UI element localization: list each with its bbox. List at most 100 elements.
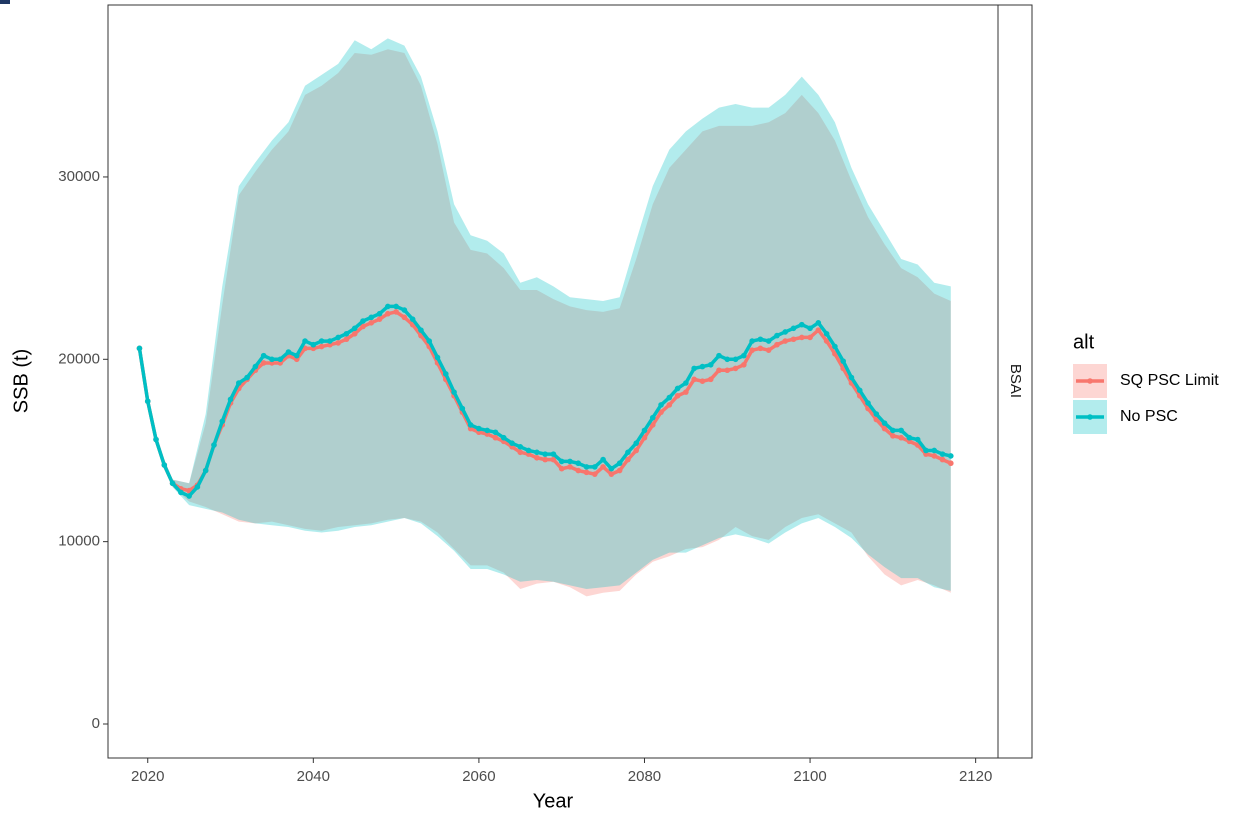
data-point [401,307,408,313]
data-point [641,427,648,434]
data-point [592,471,598,477]
data-point [939,456,946,463]
data-point [815,320,822,326]
data-point [351,330,358,337]
data-point [583,464,590,470]
data-point [236,380,242,386]
data-point [219,418,226,425]
data-point [749,338,755,344]
data-point [898,427,904,434]
data-point [327,338,333,344]
data-point [666,394,673,401]
data-point [757,336,764,343]
data-point [691,365,697,372]
data-point [426,338,433,344]
data-point [807,334,813,341]
y-axis-title: SSB (t) [10,349,32,413]
data-point [798,321,805,328]
data-point [724,367,731,374]
data-point [401,314,408,321]
data-point [790,336,797,343]
data-point [534,449,540,456]
x-tick-label: 2080 [628,768,661,785]
data-point [575,460,582,467]
data-point [608,465,615,472]
data-point [194,484,201,490]
data-point [873,411,880,417]
data-point [335,334,341,341]
data-point [765,347,772,353]
data-point [914,436,921,443]
data-point [865,400,871,406]
data-point [492,429,499,436]
data-point [823,338,830,344]
data-point [368,314,375,321]
data-point [699,378,706,384]
data-point [856,387,863,394]
data-point [674,392,681,399]
facet-strip [997,4,1033,759]
data-point [393,303,399,310]
data-point [178,489,184,496]
data-point [542,456,548,463]
data-point [633,447,640,454]
data-point [567,458,573,465]
plot-area [136,38,954,597]
data-point [923,447,929,454]
data-point [376,316,383,322]
data-point [848,374,855,381]
data-point [658,409,664,415]
data-point [525,447,532,454]
data-point [583,469,590,476]
data-point [840,358,846,364]
data-point [881,425,888,432]
data-point [592,464,598,470]
legend-key-point [1087,414,1093,420]
data-point [881,420,888,426]
data-point [144,398,151,405]
data-point [625,449,631,456]
x-tick-label: 2040 [297,768,330,785]
data-point [418,327,424,333]
data-point [293,352,300,359]
data-point [616,460,623,467]
data-point [823,330,830,337]
data-point [442,371,449,377]
data-point [351,325,358,332]
data-point [492,434,499,441]
data-point [269,356,275,363]
data-point [517,444,524,450]
data-point [550,456,557,463]
data-point [409,316,416,322]
data-point [948,453,954,459]
data-point [161,462,168,468]
y-tick-label: 10000 [58,533,100,550]
data-point [335,340,341,346]
data-point [476,425,482,432]
data-point [343,330,350,337]
data-point [649,422,656,428]
x-tick-label: 2020 [131,768,164,785]
data-point [459,405,466,412]
data-point [890,433,896,439]
data-point [931,447,938,454]
data-point [227,396,234,403]
data-point [683,380,689,386]
corner-bar [0,0,10,4]
data-point [608,471,615,477]
data-point [782,338,789,344]
data-point [244,374,250,381]
data-point [732,365,739,372]
data-point [600,464,606,470]
data-point [807,325,813,332]
data-point [260,352,267,359]
data-point [765,338,772,344]
data-point [832,343,838,350]
data-point [707,361,714,368]
data-point [318,343,325,350]
data-point [385,303,391,310]
data-point [898,434,904,441]
data-point [252,363,259,370]
